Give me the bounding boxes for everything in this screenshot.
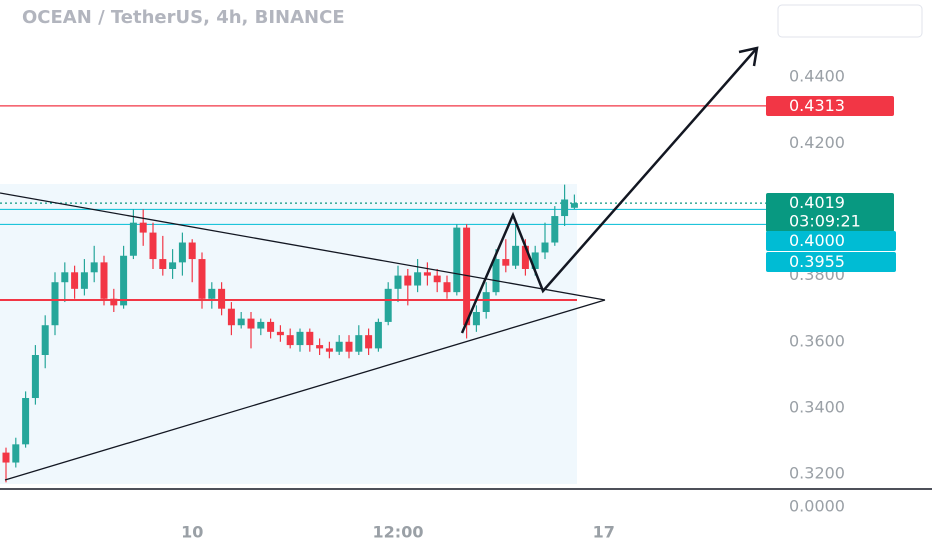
- x-tick-label: 10: [181, 523, 203, 542]
- price-badge-label: 0.3955: [789, 252, 845, 271]
- candle-body: [541, 242, 549, 253]
- price-badge: [766, 231, 896, 251]
- candle-body: [463, 227, 471, 326]
- price-badge-label: 0.4019: [789, 193, 845, 212]
- candle-body: [384, 288, 392, 322]
- candle-body: [472, 311, 480, 326]
- toolbar-box[interactable]: [777, 4, 923, 38]
- candle-body: [306, 331, 314, 346]
- candle-body: [394, 275, 402, 289]
- candle-body: [267, 321, 275, 332]
- candle-body: [31, 355, 39, 399]
- candle-body: [345, 341, 353, 352]
- candle-body: [208, 288, 216, 299]
- candle-body: [159, 259, 167, 269]
- candle-body: [414, 272, 422, 286]
- candle-body: [374, 321, 382, 349]
- candle-body: [551, 216, 559, 243]
- candle-body: [198, 259, 206, 299]
- candle-body: [316, 345, 324, 349]
- candle-body: [227, 308, 235, 326]
- price-badge-label: 0.4313: [789, 96, 845, 115]
- candle-body: [2, 452, 10, 463]
- candle-body: [51, 282, 59, 326]
- x-tick-label: 12:00: [373, 523, 424, 542]
- candle-body: [492, 259, 500, 293]
- y-tick-label: 0.4400: [789, 67, 845, 86]
- candle-body: [276, 331, 284, 336]
- candle-body: [90, 262, 98, 273]
- candle-body: [325, 348, 333, 352]
- candle-body: [286, 335, 294, 346]
- x-tick-label: 17: [593, 523, 615, 542]
- price-badge: [766, 96, 894, 116]
- axes: 0.44000.42000.38000.36000.34000.32000.00…: [181, 67, 896, 542]
- candle-body: [61, 272, 69, 283]
- candle-body: [257, 321, 265, 329]
- trend-line-upper: [0, 192, 606, 301]
- candle-body: [80, 272, 88, 289]
- candle-body: [247, 318, 255, 329]
- candles: [2, 184, 578, 483]
- candle-body: [570, 203, 578, 208]
- range-highlight: [0, 184, 577, 484]
- candle-body: [139, 222, 147, 233]
- candle-body: [169, 262, 177, 269]
- candle-body: [110, 298, 118, 306]
- candle-body: [188, 242, 196, 260]
- candle-body: [149, 232, 157, 260]
- candle-body: [423, 272, 431, 276]
- lower-pane-tick-label: 0.0000: [789, 497, 845, 516]
- candle-body: [100, 262, 108, 299]
- projection-path: [460, 47, 758, 334]
- candle-body: [12, 444, 20, 463]
- candle-body: [237, 318, 245, 326]
- candle-body: [296, 331, 304, 346]
- candle-body: [521, 245, 529, 269]
- candle-body: [433, 275, 441, 283]
- candle-body: [71, 272, 79, 289]
- candle-body: [178, 242, 186, 263]
- y-tick-label: 0.3400: [789, 397, 845, 416]
- candle-body: [129, 222, 137, 256]
- candle-body: [355, 335, 363, 352]
- horizontal-lines: [0, 105, 766, 225]
- candle-body: [502, 259, 510, 266]
- candle-body: [561, 199, 569, 217]
- candle-body: [531, 252, 539, 269]
- y-tick-label: 0.3200: [789, 464, 845, 483]
- y-tick-label: 0.3600: [789, 331, 845, 350]
- candle-body: [453, 227, 461, 293]
- candle-body: [120, 255, 128, 306]
- trend-line-lower: [4, 299, 606, 481]
- candle-body: [404, 275, 412, 286]
- candle-body: [365, 335, 373, 349]
- arrow-head: [738, 46, 759, 67]
- candle-body: [335, 341, 343, 352]
- price-badge: [766, 252, 896, 272]
- countdown: 03:09:21: [789, 212, 861, 231]
- candle-body: [41, 325, 49, 356]
- y-tick-label: 0.4200: [789, 133, 845, 152]
- candle-body: [482, 292, 490, 312]
- chart-title: OCEAN / TetherUS, 4h, BINANCE: [22, 7, 345, 28]
- price-badge: [766, 193, 894, 232]
- candle-body: [512, 245, 520, 266]
- candle-body: [218, 288, 226, 309]
- candle-body: [22, 398, 30, 445]
- candle-body: [443, 282, 451, 293]
- price-badge-label: 0.4000: [789, 231, 845, 250]
